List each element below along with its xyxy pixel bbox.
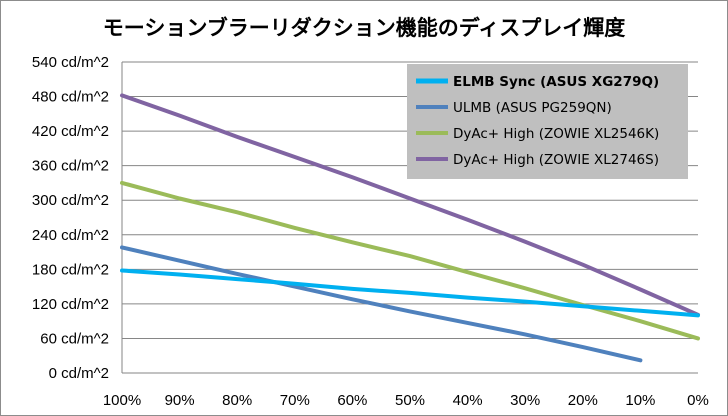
series-lines [120, 93, 700, 363]
x-axis-ticks: 100% 90% 80% 70% 60% 50% 40% 30% 20% 10% 0% [103, 392, 709, 409]
x-tick-label: 70% [280, 392, 310, 409]
chart-title: モーションブラーリダクション機能のディスプレイ輝度 [103, 16, 625, 40]
x-tick-label: 50% [395, 392, 425, 409]
x-tick-label: 60% [337, 392, 367, 409]
y-tick-label: 480 cd/m^2 [32, 89, 109, 106]
y-tick-label: 360 cd/m^2 [32, 158, 109, 175]
y-tick-label: 540 cd/m^2 [32, 54, 109, 71]
y-axis-ticks: 0 cd/m^2 60 cd/m^2 120 cd/m^2 180 cd/m^2 240… [32, 54, 109, 382]
legend-label: DyAc+ High (ZOWIE XL2746S) [453, 152, 659, 168]
x-tick-label: 100% [103, 392, 141, 409]
x-tick-label: 90% [165, 392, 195, 409]
y-tick-label: 240 cd/m^2 [32, 227, 109, 244]
x-tick-label: 10% [625, 392, 655, 409]
y-tick-label: 60 cd/m^2 [40, 330, 109, 347]
y-tick-label: 300 cd/m^2 [32, 192, 109, 209]
legend-label: ELMB Sync (ASUS XG279Q) [453, 74, 659, 90]
y-tick-label: 420 cd/m^2 [32, 123, 109, 140]
y-tick-label: 120 cd/m^2 [32, 296, 109, 313]
x-tick-label: 20% [568, 392, 598, 409]
series-line [120, 93, 700, 317]
y-tick-label: 0 cd/m^2 [49, 365, 109, 382]
y-tick-label: 180 cd/m^2 [32, 261, 109, 278]
legend-background [407, 64, 688, 179]
legend-label: ULMB (ASUS PG259QN) [453, 100, 612, 116]
x-tick-label: 40% [453, 392, 483, 409]
legend: ELMB Sync (ASUS XG279Q) ULMB (ASUS PG259Q… [407, 64, 688, 179]
x-tick-label: 80% [222, 392, 252, 409]
series-line [120, 268, 700, 318]
series-line [120, 180, 700, 341]
x-tick-label: 0% [687, 392, 709, 409]
series-line [120, 245, 643, 363]
x-tick-label: 30% [510, 392, 540, 409]
legend-label: DyAc+ High (ZOWIE XL2546K) [453, 126, 659, 142]
